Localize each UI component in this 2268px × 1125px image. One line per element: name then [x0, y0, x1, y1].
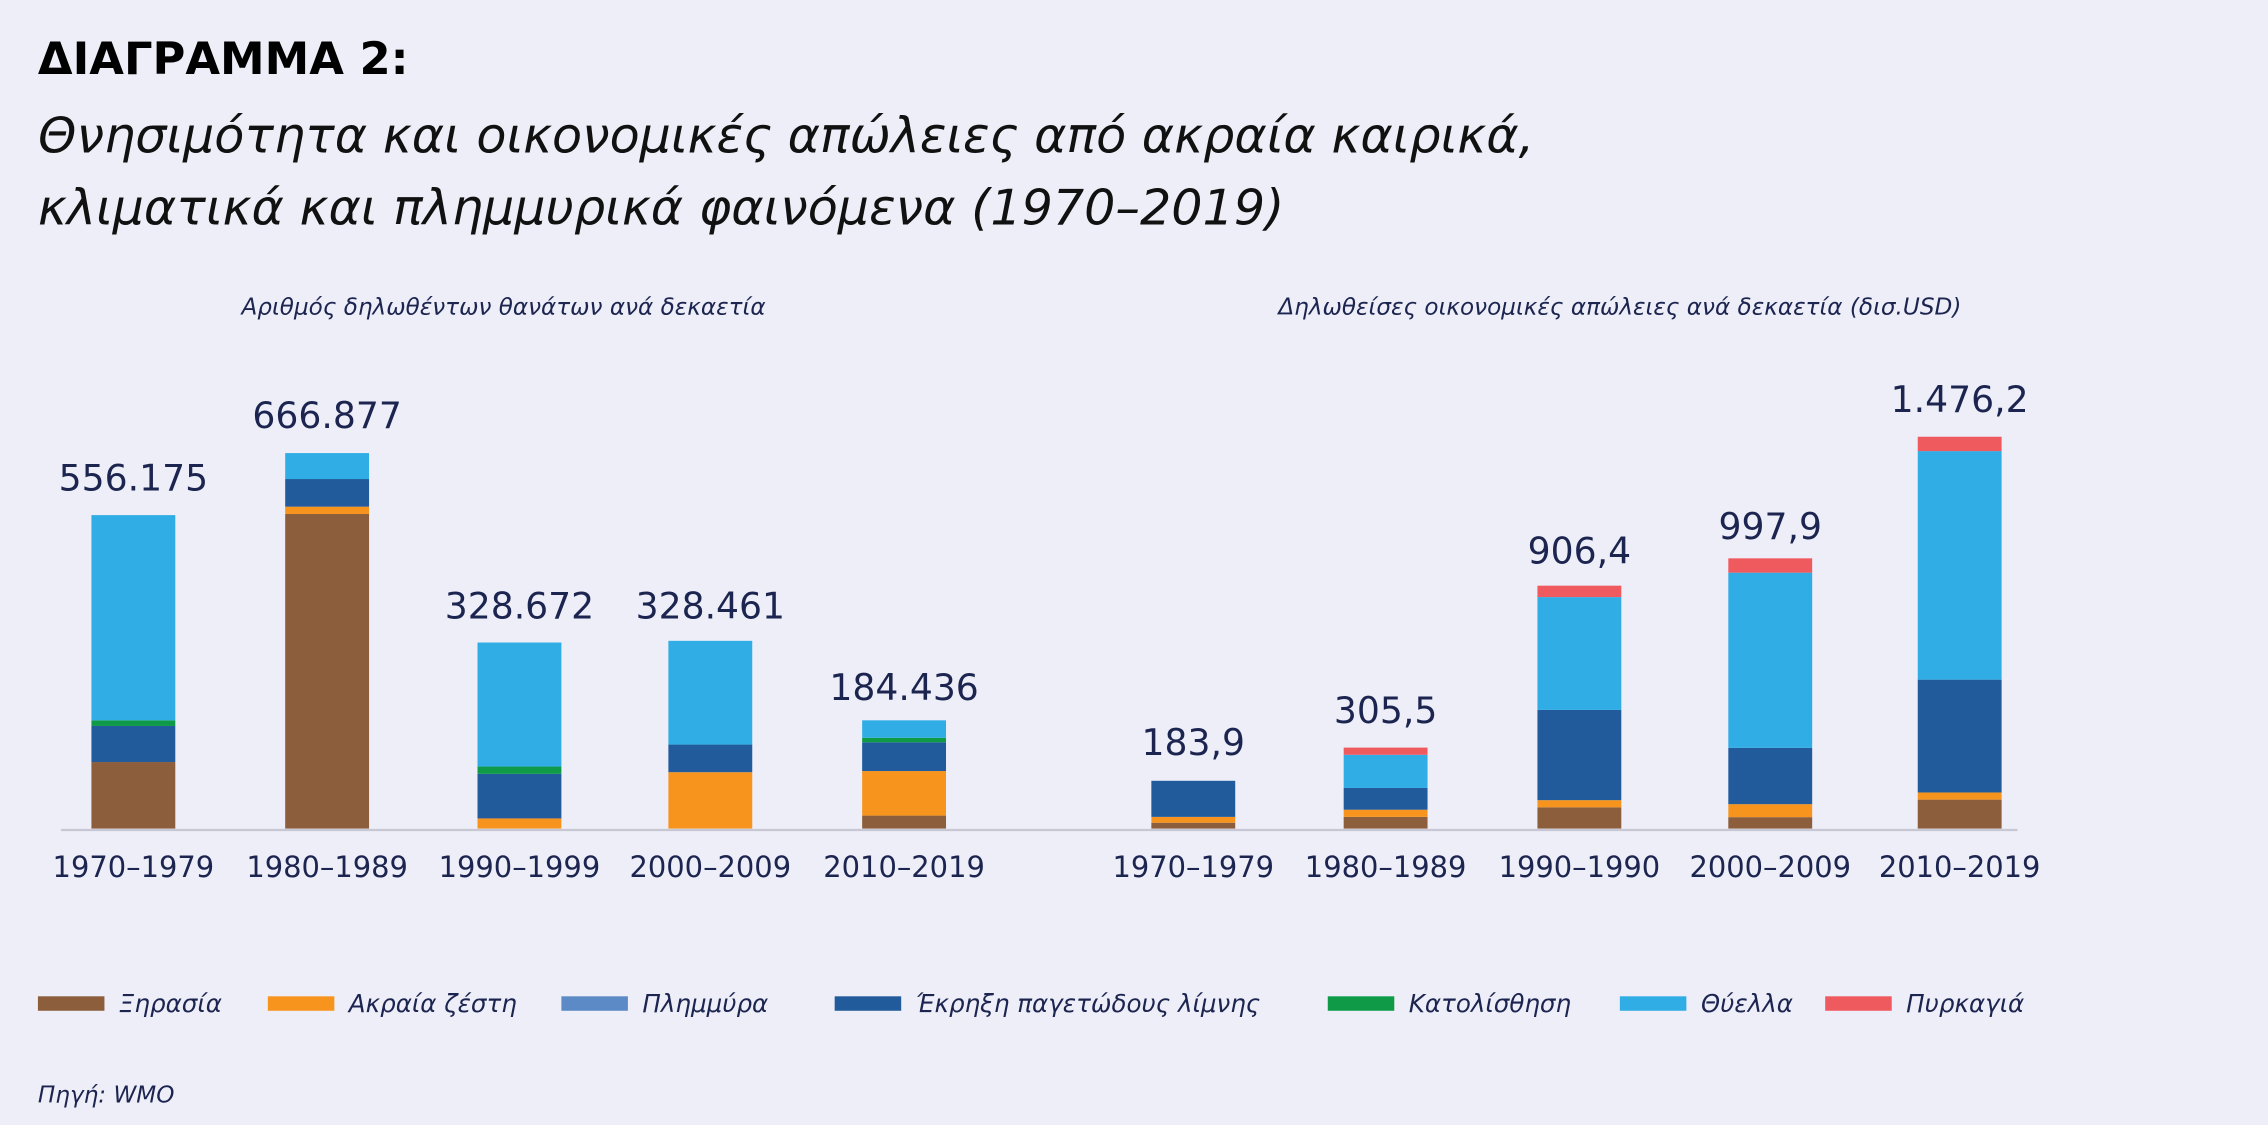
x-tick-label: 2000–2009 [1689, 850, 1851, 884]
total-label: 183,9 [1142, 721, 1245, 764]
bar-segment [477, 818, 562, 829]
bar-segment [1343, 754, 1428, 788]
legend-label: Ακραία ζέστη [347, 989, 517, 1018]
legend-label: Πυρκαγιά [1906, 989, 2024, 1018]
legend-label: Ξηρασία [119, 989, 222, 1018]
bar-segment [1343, 747, 1428, 755]
bar-segment [1537, 585, 1622, 598]
total-label: 556.175 [59, 456, 208, 499]
bar-segment [1728, 804, 1813, 818]
total-label: 997,9 [1719, 505, 1822, 548]
legend-swatch [1327, 996, 1395, 1011]
source: Πηγή: WMO [38, 1083, 175, 1109]
bar-segment [1343, 816, 1428, 829]
bar-segment [285, 506, 370, 514]
legend-swatch [267, 996, 335, 1011]
legend-label: Πλημμύρα [642, 989, 768, 1018]
bar-segment [1728, 572, 1813, 748]
bar-segment [668, 640, 753, 745]
x-tick-label: 1980–1989 [1305, 850, 1467, 884]
x-tick-label: 1970–1979 [1112, 850, 1274, 884]
chart-subtitle: Αριθμός δηλωθέντων θανάτων ανά δεκαετία [239, 295, 765, 321]
x-tick-label: 2010–2019 [823, 850, 985, 884]
bar-segment [862, 815, 947, 829]
bar-segment [1537, 597, 1622, 710]
bar-segment [1151, 780, 1236, 817]
bar-segment [862, 737, 947, 743]
legend-label: Θύελλα [1701, 989, 1793, 1018]
legend-swatch [834, 996, 902, 1011]
bar-segment [1537, 807, 1622, 829]
bar-segment [91, 762, 176, 829]
x-tick-label: 1980–1989 [246, 850, 408, 884]
bar-segment [1917, 792, 2002, 800]
x-tick-label: 1970–1979 [53, 850, 215, 884]
bar-segment [1728, 747, 1813, 805]
bar-segment [1343, 809, 1428, 817]
bar-segment [477, 773, 562, 819]
legend-swatch [1619, 996, 1687, 1011]
legend-swatch [37, 996, 105, 1011]
bar-segment [91, 720, 176, 726]
legend-swatch [561, 996, 628, 1011]
legend-swatch [1825, 996, 1892, 1011]
bar-segment [668, 744, 753, 773]
bar-segment [91, 725, 176, 763]
x-tick-label: 2010–2019 [1879, 850, 2041, 884]
bar-segment [1917, 799, 2002, 829]
bar-segment [1917, 436, 2002, 452]
legend-label: Κατολίσθηση [1409, 989, 1571, 1018]
bar-segment [1917, 679, 2002, 793]
subtitle: Θνησιμότητα και οικονομικές απώλειες από… [38, 106, 1534, 164]
bar-segment [862, 742, 947, 772]
bar-segment [862, 771, 947, 816]
bar-segment [1537, 709, 1622, 801]
x-tick-label: 1990–1999 [439, 850, 601, 884]
bar-segment [1343, 787, 1428, 810]
subtitle: κλιματικά και πλημμυρικά φαινόμενα (1970… [38, 179, 1284, 237]
total-label: 328.672 [445, 585, 594, 628]
bar-segment [477, 766, 562, 774]
chart-subtitle: Δηλωθείσες οικονομικές απώλειες ανά δεκα… [1276, 295, 1961, 321]
bar-segment [1728, 817, 1813, 829]
x-tick-label: 1990–1990 [1499, 850, 1661, 884]
bar-segment [285, 453, 370, 480]
total-label: 328.461 [636, 585, 785, 628]
bar-segment [1151, 822, 1236, 829]
legend-label: Έκρηξη παγετώδους λίμνης [916, 989, 1261, 1018]
bar-segment [1728, 558, 1813, 573]
bar-segment [862, 720, 947, 738]
bar-segment [477, 642, 562, 767]
total-label: 184.436 [829, 666, 978, 709]
bar-segment [285, 479, 370, 507]
total-label: 305,5 [1334, 689, 1437, 732]
bar-segment [1151, 816, 1236, 823]
total-label: 1.476,2 [1891, 378, 2029, 421]
bar-segment [668, 772, 753, 829]
bar-segment [285, 513, 370, 829]
bar-segment [1537, 800, 1622, 808]
total-label: 906,4 [1528, 529, 1631, 572]
bar-segment [1917, 451, 2002, 680]
x-tick-label: 2000–2009 [630, 850, 792, 884]
total-label: 666.877 [252, 394, 401, 437]
bar-segment [91, 515, 176, 721]
title: ΔΙΑΓΡΑΜΜΑ 2: [38, 32, 409, 85]
